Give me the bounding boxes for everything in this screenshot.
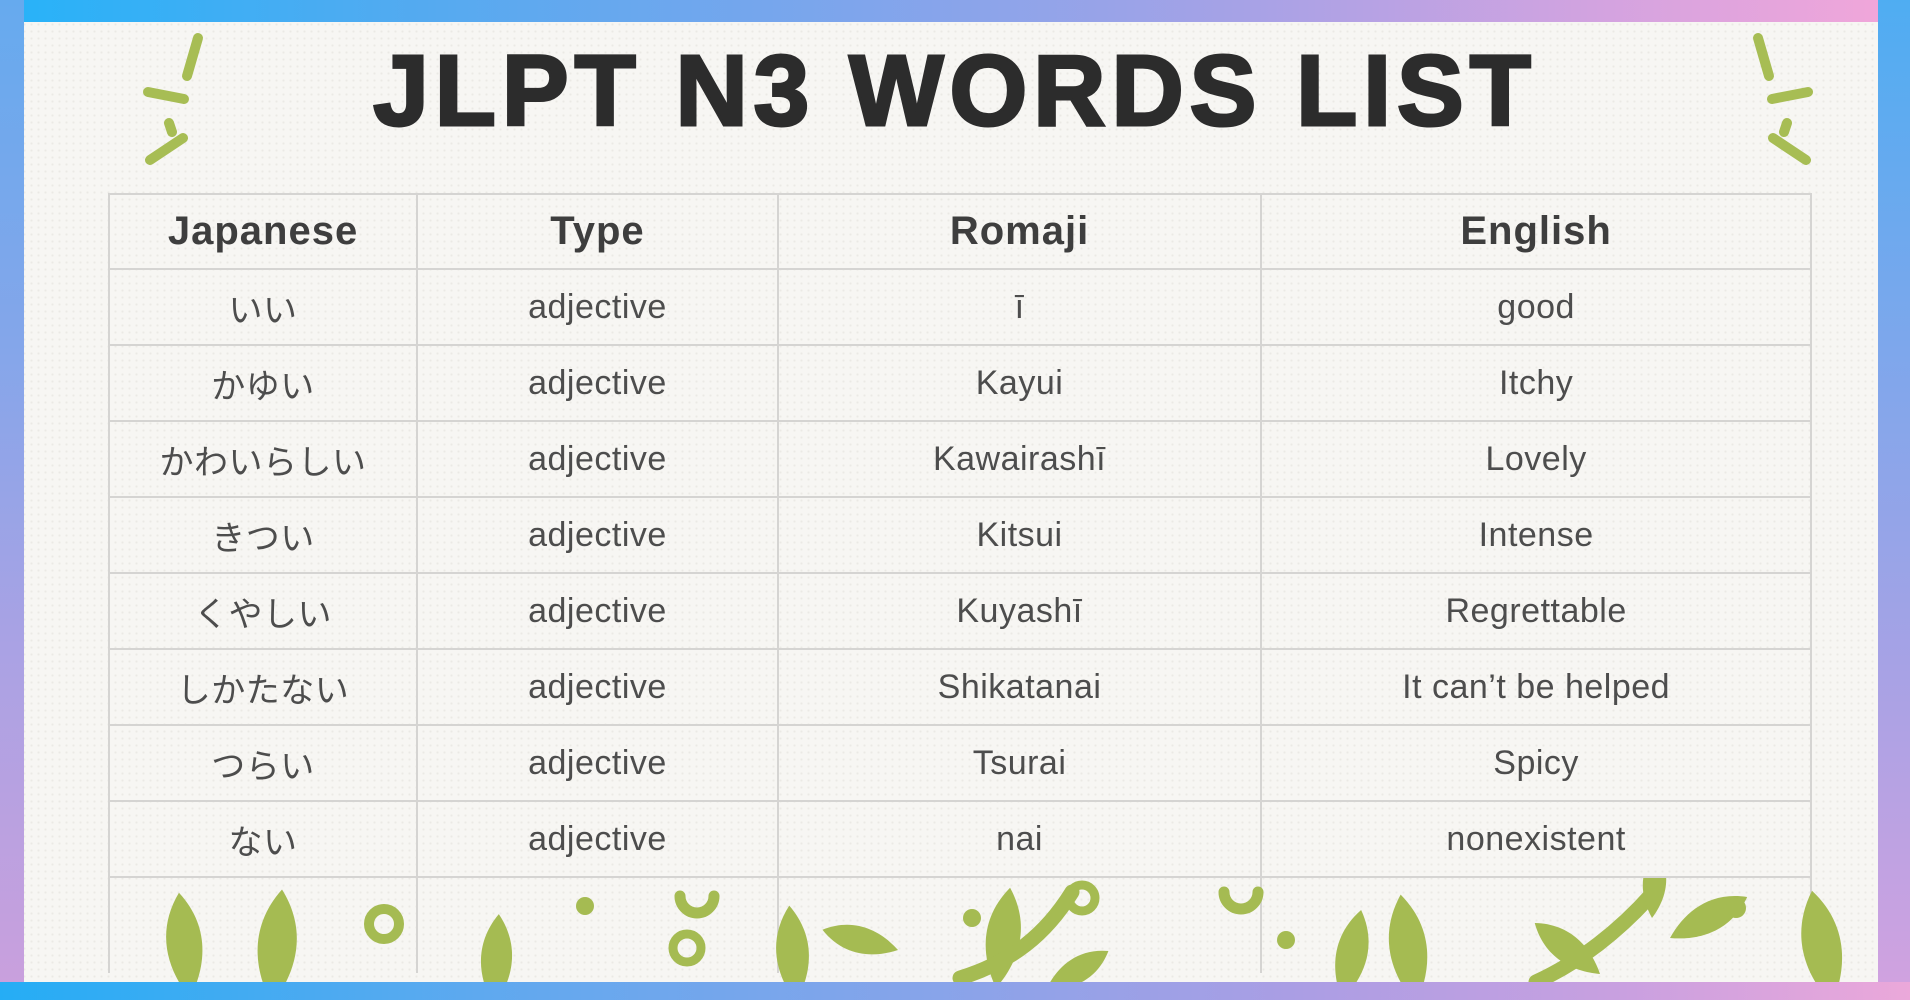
cell-romaji: ī	[776, 268, 1263, 346]
table-row: きつい adjective Kitsui Intense	[107, 496, 1812, 574]
cell-type: adjective	[416, 648, 779, 726]
table-row: かわいらしい adjective Kawairashī Lovely	[107, 420, 1812, 498]
cell-romaji: Kawairashī	[776, 420, 1263, 498]
cell-english: Lovely	[1260, 420, 1812, 498]
cell-japanese: しかたない	[107, 648, 419, 726]
page-title: JLPT N3 WORDS LIST	[372, 34, 1537, 149]
vocabulary-table: Japanese Type Romaji English いい adjectiv…	[107, 193, 1812, 973]
column-header-english: English	[1260, 193, 1812, 270]
column-header-japanese: Japanese	[107, 193, 419, 270]
cell-japanese: いい	[107, 268, 419, 346]
sparkle-burst-icon	[143, 33, 203, 165]
cell-english: good	[1260, 268, 1812, 346]
leaf-plants-decoration	[161, 878, 1852, 982]
cell-romaji: Kuyashī	[776, 572, 1263, 650]
cell-romaji: nai	[776, 800, 1263, 878]
cell-japanese: くやしい	[107, 572, 419, 650]
table-header-row: Japanese Type Romaji English	[107, 193, 1812, 270]
bottom-border-bar	[0, 982, 1910, 1000]
table-row: しかたない adjective Shikatanai It can’t be h…	[107, 648, 1812, 726]
sparkle-burst-icon	[1753, 33, 1813, 165]
table-row: ない adjective nai nonexistent	[107, 800, 1812, 878]
left-border-bar	[0, 0, 24, 982]
right-border-bar	[1878, 0, 1910, 982]
cell-romaji: Tsurai	[776, 724, 1263, 802]
cell-japanese: かわいらしい	[107, 420, 419, 498]
cell-english: Itchy	[1260, 344, 1812, 422]
cell-japanese: きつい	[107, 496, 419, 574]
table-row: つらい adjective Tsurai Spicy	[107, 724, 1812, 802]
cell-english: Intense	[1260, 496, 1812, 574]
cell-japanese: つらい	[107, 724, 419, 802]
cell-type: adjective	[416, 268, 779, 346]
top-border-bar	[24, 0, 1878, 22]
cell-romaji: Shikatanai	[776, 648, 1263, 726]
column-header-type: Type	[416, 193, 779, 270]
cell-type: adjective	[416, 344, 779, 422]
cell-type: adjective	[416, 572, 779, 650]
cell-type: adjective	[416, 420, 779, 498]
cell-romaji: Kayui	[776, 344, 1263, 422]
cell-type: adjective	[416, 724, 779, 802]
cell-romaji: Kitsui	[776, 496, 1263, 574]
cell-japanese: ない	[107, 800, 419, 878]
cell-english: Spicy	[1260, 724, 1812, 802]
cell-english: nonexistent	[1260, 800, 1812, 878]
column-header-romaji: Romaji	[776, 193, 1263, 270]
table-row: かゆい adjective Kayui Itchy	[107, 344, 1812, 422]
cell-type: adjective	[416, 800, 779, 878]
cell-type: adjective	[416, 496, 779, 574]
cell-english: Regrettable	[1260, 572, 1812, 650]
cell-japanese: かゆい	[107, 344, 419, 422]
table-row: くやしい adjective Kuyashī Regrettable	[107, 572, 1812, 650]
table-row: いい adjective ī good	[107, 268, 1812, 346]
cell-english: It can’t be helped	[1260, 648, 1812, 726]
